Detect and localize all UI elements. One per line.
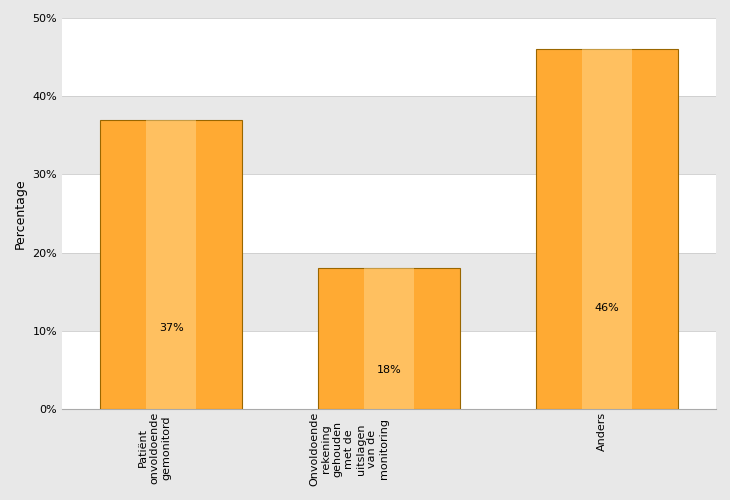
Bar xyxy=(146,120,196,409)
Bar xyxy=(62,331,716,409)
Bar xyxy=(62,252,716,331)
Bar xyxy=(583,49,632,409)
Bar xyxy=(62,18,716,96)
Bar xyxy=(364,268,414,409)
Y-axis label: Percentage: Percentage xyxy=(14,178,27,249)
Text: 46%: 46% xyxy=(595,304,620,314)
Bar xyxy=(100,120,242,409)
Bar xyxy=(62,174,716,252)
Bar xyxy=(62,96,716,174)
Bar xyxy=(537,49,678,409)
Bar xyxy=(318,268,460,409)
Text: 37%: 37% xyxy=(158,323,183,333)
Text: 18%: 18% xyxy=(377,364,402,374)
